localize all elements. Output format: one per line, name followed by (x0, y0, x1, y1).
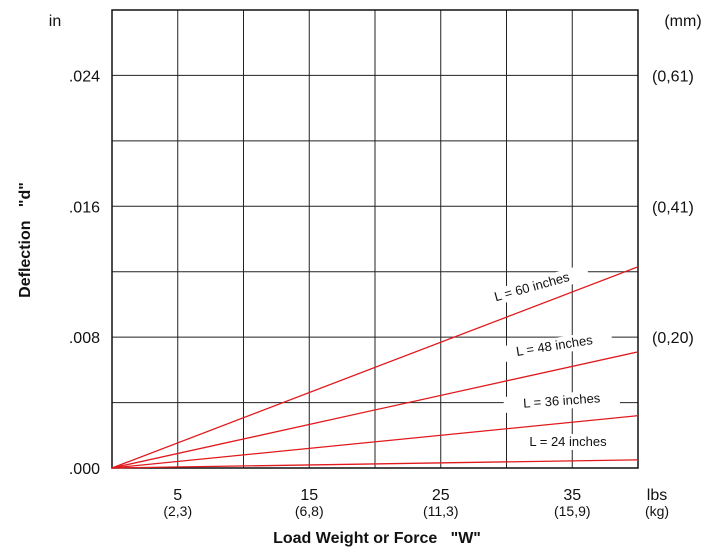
chart-grid (112, 10, 638, 468)
plot-frame (111, 9, 639, 469)
x-tick-label: 15 (300, 487, 318, 504)
x-tick-label: 5 (173, 487, 182, 504)
series-labels: L = 60 inches L = 48 inches L = 36 inches L… (473, 263, 626, 450)
x-tick-label: 35 (563, 487, 581, 504)
series-line (111, 459, 639, 469)
x-unit-label: lbs (647, 487, 667, 504)
y-unit-left: in (49, 13, 61, 30)
y-tick-label-mm: (0,41) (652, 199, 694, 216)
y-tick-labels-mm: (0,20) (0,41) (0,61) (652, 68, 694, 347)
y-tick-label: .000 (69, 461, 100, 478)
x-tick-sublabel: (11,3) (423, 503, 459, 519)
x-tick-sublabel: (15,9) (554, 503, 591, 519)
series-label-background (510, 434, 626, 450)
x-tick-sublabel: (2,3) (163, 503, 192, 519)
series-line (111, 266, 639, 469)
y-tick-label: .024 (69, 68, 100, 85)
x-tick-labels: 5(2,3) 15(6,8) 25(11,3) 35(15,9) (163, 487, 590, 519)
y-tick-label-mm: (0,20) (652, 330, 694, 347)
y-axis-title: Deflection "d" (17, 182, 34, 298)
series-label-background (473, 263, 590, 311)
series-label-group: L = 24 inches (510, 434, 626, 450)
series-label: L = 24 inches (529, 434, 607, 449)
series-label-group: L = 48 inches (495, 329, 613, 364)
series-label: L = 60 inches (493, 269, 572, 304)
series-label: L = 36 inches (523, 390, 602, 410)
series-label: L = 48 inches (515, 332, 594, 359)
y-unit-right: (mm) (664, 13, 701, 30)
series-line (111, 351, 639, 469)
x-unit-sublabel: (kg) (645, 503, 669, 519)
y-tick-label: .016 (69, 199, 100, 216)
y-tick-label-mm: (0,61) (652, 68, 694, 85)
y-tick-labels: .000 .008 .016 .024 (69, 68, 100, 478)
x-tick-label: 25 (432, 487, 450, 504)
plot-border (111, 9, 639, 469)
series-label-group: L = 36 inches (503, 388, 621, 414)
series-label-background (495, 329, 613, 364)
x-axis-title: Load Weight or Force "W" (273, 530, 481, 547)
x-tick-sublabel: (6,8) (295, 503, 324, 519)
series-lines (111, 266, 639, 469)
series-label-background (503, 388, 621, 414)
y-tick-label: .008 (69, 330, 100, 347)
series-line (111, 415, 639, 469)
